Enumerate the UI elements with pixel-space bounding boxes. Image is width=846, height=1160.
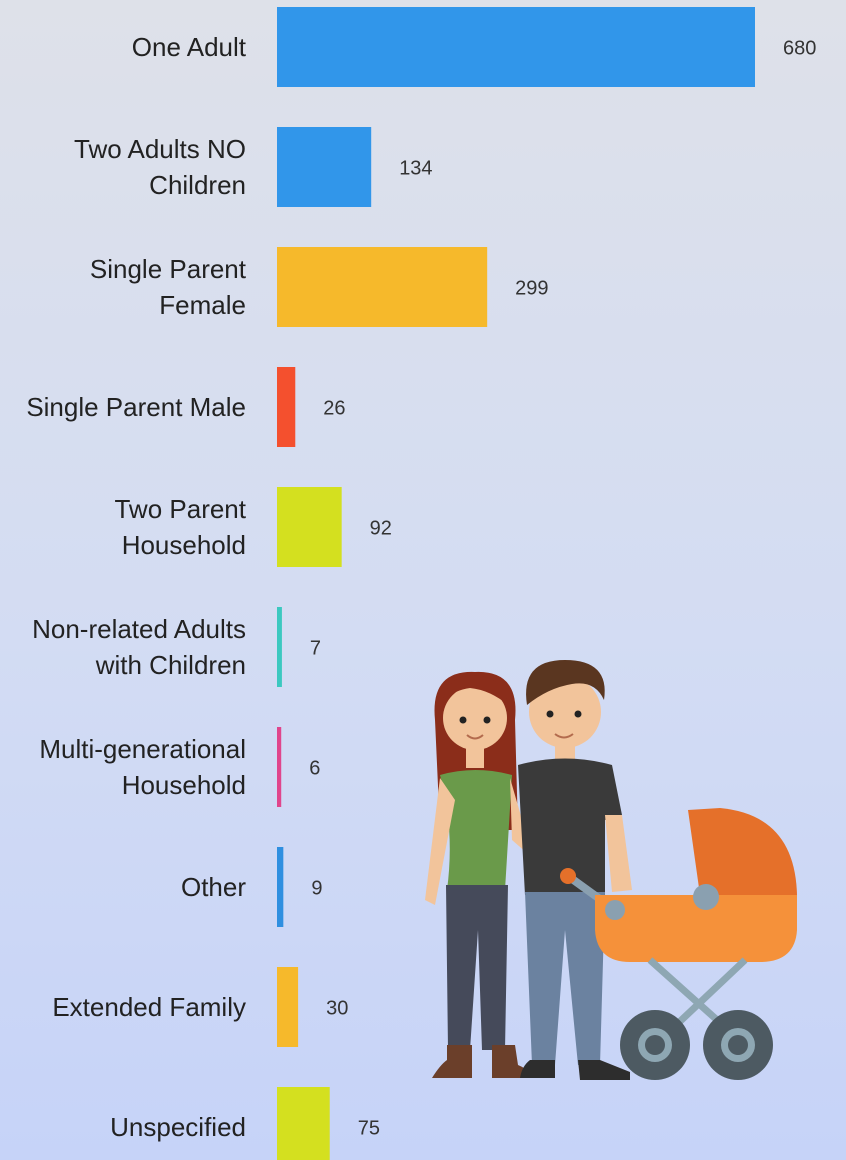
value-label: 134 bbox=[399, 157, 432, 179]
bar bbox=[277, 487, 342, 567]
value-label: 299 bbox=[515, 277, 548, 299]
value-label: 9 bbox=[311, 877, 322, 899]
category-label: Non-related Adults with Children bbox=[32, 614, 246, 680]
bar bbox=[277, 607, 282, 687]
value-label: 7 bbox=[310, 637, 321, 659]
category-label: Extended Family bbox=[52, 992, 246, 1022]
category-label: Other bbox=[180, 872, 246, 902]
value-label: 26 bbox=[323, 397, 345, 419]
value-label: 30 bbox=[326, 997, 348, 1019]
bar bbox=[277, 127, 372, 207]
bar bbox=[277, 847, 284, 927]
illustration bbox=[425, 660, 797, 1080]
bar bbox=[277, 1087, 330, 1160]
category-label: Two Parent Household bbox=[114, 494, 246, 560]
value-label: 680 bbox=[783, 37, 816, 59]
category-label: Unspecified bbox=[110, 1112, 246, 1142]
category-label: One Adult bbox=[131, 32, 246, 62]
bar bbox=[277, 7, 755, 87]
bar bbox=[277, 967, 299, 1047]
category-label: Two Adults NO Children bbox=[74, 134, 246, 200]
bar bbox=[277, 727, 282, 807]
bar bbox=[277, 367, 296, 447]
category-label: Single Parent Female bbox=[89, 254, 246, 320]
category-label: Single Parent Male bbox=[26, 392, 246, 422]
value-label: 6 bbox=[309, 757, 320, 779]
category-label: Multi-generational Household bbox=[39, 734, 246, 800]
value-label: 75 bbox=[358, 1117, 380, 1139]
bar bbox=[277, 247, 488, 327]
value-label: 92 bbox=[370, 517, 392, 539]
